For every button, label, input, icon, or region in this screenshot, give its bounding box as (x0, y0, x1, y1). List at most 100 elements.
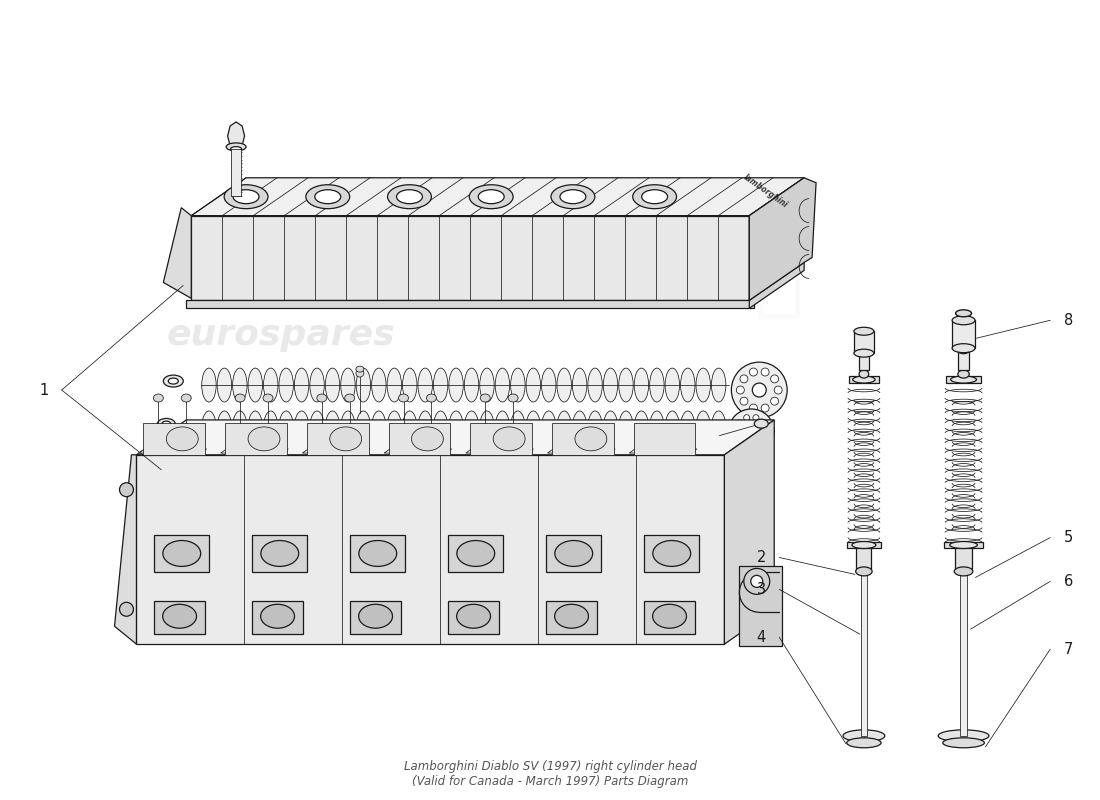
Ellipse shape (480, 368, 494, 402)
Ellipse shape (732, 362, 788, 418)
Ellipse shape (418, 411, 432, 445)
Bar (547, 534, 602, 572)
Text: Lamborghini Diablo SV (1997) right cylinder head
(Valid for Canada - March 1997): Lamborghini Diablo SV (1997) right cylin… (404, 760, 696, 788)
Ellipse shape (587, 368, 603, 402)
Bar (252, 534, 307, 572)
Ellipse shape (157, 418, 175, 430)
Ellipse shape (508, 394, 518, 402)
Ellipse shape (954, 567, 972, 576)
Bar (154, 601, 205, 634)
Ellipse shape (771, 375, 779, 383)
Text: lamborghini: lamborghini (742, 173, 790, 210)
Ellipse shape (231, 146, 242, 151)
Text: eurospares: eurospares (166, 318, 395, 352)
Ellipse shape (681, 368, 695, 402)
Ellipse shape (958, 346, 969, 354)
Text: 2: 2 (757, 550, 766, 565)
Ellipse shape (478, 190, 504, 204)
Ellipse shape (495, 368, 509, 402)
Polygon shape (228, 122, 244, 144)
Ellipse shape (575, 427, 607, 451)
Ellipse shape (168, 378, 178, 384)
Polygon shape (548, 449, 615, 453)
Ellipse shape (541, 411, 556, 445)
Ellipse shape (356, 368, 371, 402)
Ellipse shape (387, 185, 431, 209)
Ellipse shape (650, 411, 664, 445)
Polygon shape (136, 420, 774, 455)
Ellipse shape (736, 386, 745, 394)
Ellipse shape (763, 429, 769, 435)
Ellipse shape (541, 368, 556, 402)
Ellipse shape (746, 426, 757, 438)
Ellipse shape (572, 368, 587, 402)
Ellipse shape (235, 394, 245, 402)
Ellipse shape (182, 394, 191, 402)
Ellipse shape (619, 411, 634, 445)
Ellipse shape (696, 368, 711, 402)
Ellipse shape (859, 370, 869, 378)
Ellipse shape (356, 369, 364, 377)
Ellipse shape (650, 368, 664, 402)
Ellipse shape (956, 310, 971, 317)
Ellipse shape (232, 368, 248, 402)
Ellipse shape (749, 368, 758, 376)
Polygon shape (191, 216, 749, 300)
Ellipse shape (635, 411, 649, 445)
Ellipse shape (264, 368, 278, 402)
Bar (547, 601, 597, 634)
Polygon shape (302, 449, 370, 453)
Bar (960, 558, 967, 736)
Text: 5: 5 (1064, 530, 1072, 545)
Ellipse shape (856, 567, 872, 576)
Ellipse shape (456, 541, 495, 566)
Ellipse shape (396, 190, 422, 204)
Ellipse shape (481, 394, 491, 402)
Polygon shape (221, 449, 288, 453)
Ellipse shape (480, 411, 494, 445)
Ellipse shape (261, 541, 299, 566)
Ellipse shape (851, 542, 876, 549)
Ellipse shape (224, 185, 268, 209)
Ellipse shape (557, 368, 571, 402)
Ellipse shape (217, 368, 232, 402)
Text: eurospares: eurospares (236, 533, 465, 566)
Bar (953, 320, 975, 348)
Text: 7: 7 (1064, 642, 1072, 657)
Ellipse shape (641, 190, 668, 204)
Ellipse shape (249, 427, 279, 451)
Bar (859, 350, 869, 370)
Bar (861, 558, 867, 736)
Ellipse shape (712, 368, 726, 402)
Bar (154, 534, 209, 572)
Ellipse shape (264, 411, 278, 445)
Ellipse shape (712, 411, 726, 445)
Ellipse shape (771, 397, 779, 405)
Ellipse shape (163, 604, 197, 628)
Ellipse shape (510, 411, 525, 445)
Ellipse shape (740, 397, 748, 405)
Bar (351, 534, 405, 572)
Ellipse shape (341, 368, 355, 402)
Ellipse shape (341, 411, 355, 445)
Ellipse shape (403, 411, 417, 445)
Ellipse shape (249, 411, 263, 445)
Text: 6: 6 (1064, 574, 1072, 589)
Ellipse shape (356, 411, 371, 445)
Ellipse shape (949, 542, 978, 549)
Ellipse shape (744, 443, 750, 449)
Bar (854, 331, 873, 353)
Ellipse shape (427, 394, 437, 402)
Bar (946, 376, 981, 383)
Polygon shape (163, 208, 191, 298)
Bar (226, 423, 287, 455)
Polygon shape (749, 178, 804, 300)
Text: 1: 1 (40, 382, 48, 398)
Bar (739, 566, 782, 646)
Ellipse shape (843, 730, 884, 742)
Ellipse shape (261, 604, 295, 628)
Ellipse shape (740, 375, 748, 383)
Bar (449, 534, 503, 572)
Ellipse shape (387, 411, 402, 445)
Ellipse shape (666, 411, 680, 445)
